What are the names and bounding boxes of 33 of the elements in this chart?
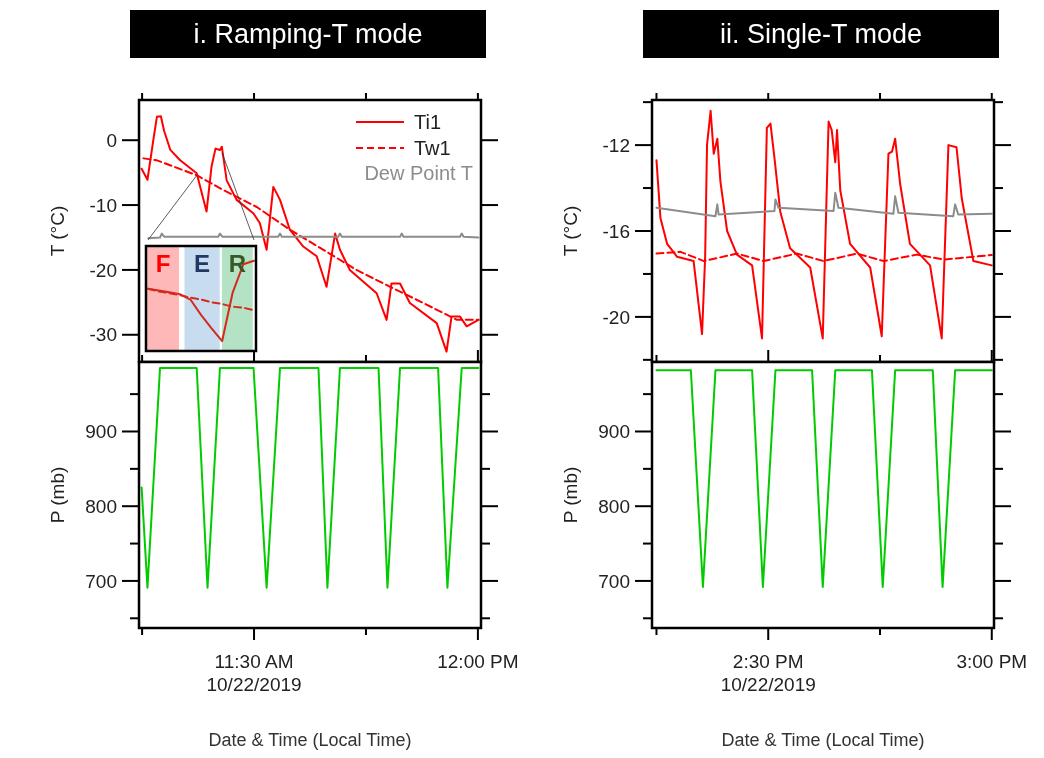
x-tick-label: 11:30 AM 10/22/2019 <box>206 651 302 695</box>
legend-label: Ti1 <box>414 111 442 133</box>
y-tick-label: 700 <box>598 570 630 592</box>
y-axis-title: P (mb) <box>47 466 68 524</box>
line-series <box>655 109 993 340</box>
y-tick-label: 900 <box>85 421 117 443</box>
annotation: R <box>228 250 246 277</box>
y-tick-label: -20 <box>89 259 117 281</box>
y-tick-label: -12 <box>602 134 630 156</box>
y-tick-label: -10 <box>89 194 117 216</box>
line-series <box>655 191 993 218</box>
y-tick-label: 800 <box>85 495 117 517</box>
y-tick-label: -16 <box>602 220 630 242</box>
y-tick-label: 900 <box>598 421 630 443</box>
y-axis-title: T (°C) <box>560 205 581 257</box>
legend-label: Tw1 <box>414 137 451 159</box>
chart-title: ii. Single-T mode <box>719 19 923 49</box>
x-axis-title: Date & Time (Local Time) <box>721 730 925 750</box>
x-tick-label: 2:30 PM 10/22/2019 <box>720 651 816 695</box>
x-tick-label: 12:00 PM <box>437 651 519 672</box>
y-tick-label: 700 <box>85 570 117 592</box>
y-axis-title: P (mb) <box>560 466 581 524</box>
annotation: Dew Point T <box>364 161 473 184</box>
x-tick-label: 3:00 PM <box>956 651 1028 672</box>
y-tick-label: -30 <box>89 324 117 346</box>
y-axis-title: T (°C) <box>47 205 68 257</box>
annotation: E <box>194 250 211 277</box>
chart-title: i. Ramping-T mode <box>193 19 423 49</box>
y-tick-label: 0 <box>106 129 117 151</box>
x-axis-title: Date & Time (Local Time) <box>208 730 412 750</box>
y-tick-label: -20 <box>602 306 630 328</box>
annotation: F <box>155 250 171 277</box>
y-tick-label: 800 <box>598 495 630 517</box>
